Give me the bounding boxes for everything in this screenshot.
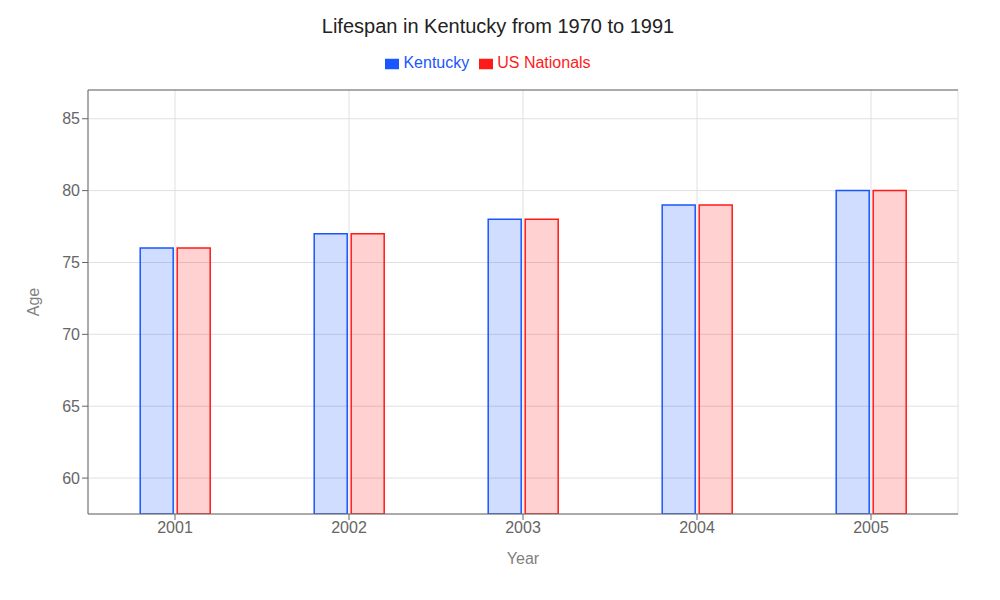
html-text:US Nationals: US Nationals [497,54,591,71]
svg-text:70: 70 [62,326,80,343]
html-text:Lifespan in Kentucky from 1970: Lifespan in Kentucky from 1970 to 1991 [321,15,675,37]
svg-text:75: 75 [62,254,80,271]
svg-text:80: 80 [62,182,80,199]
svg-text:Year: Year [507,550,540,567]
svg-text:2002: 2002 [331,519,367,536]
svg-text:2005: 2005 [853,519,889,536]
svg-text:60: 60 [62,470,80,487]
svg-text:2001: 2001 [157,519,193,536]
svg-text:Age: Age [25,288,42,317]
svg-text:85: 85 [62,110,80,127]
svg-text:2004: 2004 [679,519,715,536]
svg-text:65: 65 [62,398,80,415]
html-text:Kentucky: Kentucky [403,54,470,71]
svg-text:2003: 2003 [505,519,541,536]
